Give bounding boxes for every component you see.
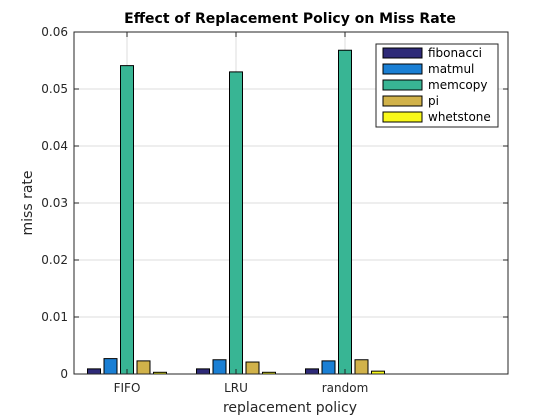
axes <box>73 31 509 375</box>
y-axis-label: miss rate <box>20 170 36 235</box>
bar-matmul-random <box>321 360 336 375</box>
y-tick-label: 0.06 <box>41 25 68 39</box>
bar-fibonacci-FIFO <box>87 368 101 375</box>
bar-memcopy-FIFO <box>120 65 134 375</box>
x-axis-label: replacement policy <box>223 400 357 416</box>
legend-label-pi: pi <box>428 94 439 108</box>
y-tick-label: 0.04 <box>41 139 68 153</box>
bar-memcopy-random <box>338 49 352 375</box>
legend-swatch-pi <box>382 95 423 107</box>
legend-swatch-whetstone <box>382 111 423 123</box>
chart-title: Effect of Replacement Policy on Miss Rat… <box>124 11 456 27</box>
legend-swatch-matmul <box>382 63 423 75</box>
bar-pi-LRU <box>245 361 260 375</box>
legend-label-memcopy: memcopy <box>428 78 487 92</box>
tick-labels: 0 0.01 0.02 0.03 0.04 0.05 0.06 FIFO LRU random <box>41 25 368 395</box>
bar-pi-FIFO <box>136 360 151 375</box>
legend: fibonacci matmul memcopy pi whetstone <box>375 43 499 128</box>
bar-pi-random <box>354 359 369 375</box>
legend-swatch-memcopy <box>382 79 423 91</box>
y-tick-label: 0.03 <box>41 196 68 210</box>
bars <box>87 49 385 375</box>
legend-label-matmul: matmul <box>428 62 474 76</box>
plot-frame <box>73 31 509 375</box>
y-tick-label: 0 <box>60 367 68 381</box>
bar-fibonacci-LRU <box>196 368 210 375</box>
x-tick-label: random <box>322 381 369 395</box>
legend-swatch-fibonacci <box>382 47 423 59</box>
bar-matmul-FIFO <box>103 358 118 375</box>
y-tick-label: 0.01 <box>41 310 68 324</box>
bar-memcopy-LRU <box>229 71 243 375</box>
x-tick-label: LRU <box>224 381 248 395</box>
y-tick-label: 0.02 <box>41 253 68 267</box>
legend-label-fibonacci: fibonacci <box>428 46 482 60</box>
y-tick-label: 0.05 <box>41 82 68 96</box>
bar-matmul-LRU <box>212 359 227 375</box>
x-tick-label: FIFO <box>114 381 141 395</box>
legend-label-whetstone: whetstone <box>428 110 491 124</box>
bar-fibonacci-random <box>305 368 319 375</box>
